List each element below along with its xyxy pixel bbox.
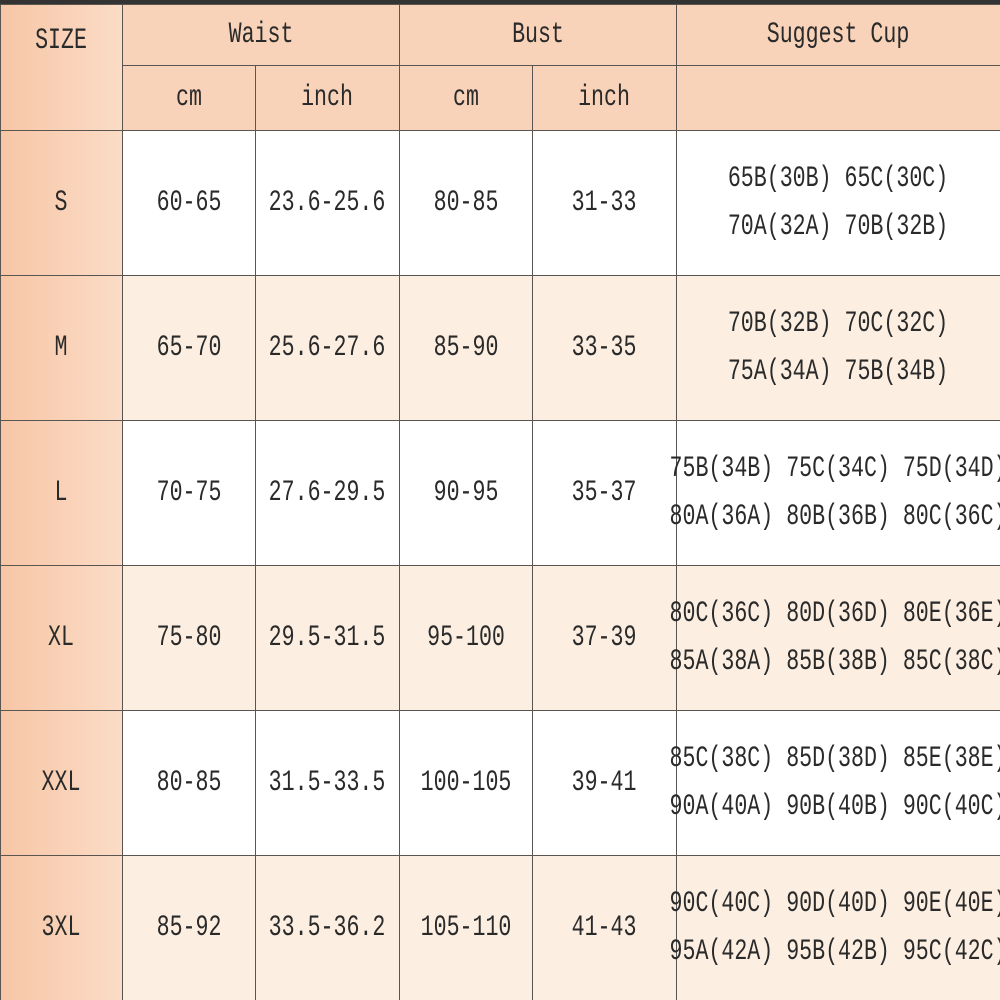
size-cell: L: [0, 420, 123, 566]
cell-text: 41-43: [572, 911, 637, 945]
cell-text: inch: [578, 81, 631, 115]
cell-text: XXL: [42, 766, 81, 800]
cell-text: 70B(32B) 70C(32C): [728, 307, 949, 341]
cell-text: inch: [301, 81, 354, 115]
cell-text: 31-33: [572, 186, 637, 220]
cell-text: Bust: [512, 18, 564, 52]
bust-inch: 35-37: [532, 420, 677, 566]
cup-cell: 80C(36C) 80D(36D) 80E(36E) 85A(38A) 85B(3…: [670, 565, 1000, 711]
waist-cm: 60-65: [122, 130, 256, 276]
cell-text: cm: [176, 81, 202, 115]
subheader: cm: [399, 65, 533, 131]
cell-text: 35-37: [572, 476, 637, 510]
waist-cm: 85-92: [122, 855, 256, 1000]
cell-text: 90A(40A) 90B(40B) 90C(40C): [669, 790, 1000, 824]
cup-cell: 90C(40C) 90D(40D) 90E(40E) 95A(42A) 95B(4…: [670, 855, 1000, 1000]
cell-text: 23.6-25.6: [269, 186, 386, 220]
cell-text: 80A(36A) 80B(36B) 80C(36C): [669, 500, 1000, 534]
cell-text: Suggest Cup: [767, 18, 910, 52]
cell-text: 39-41: [572, 766, 637, 800]
cell-text: 85-90: [433, 331, 499, 365]
bust-inch: 33-35: [532, 275, 677, 421]
cup-header: Suggest Cup: [676, 4, 1000, 66]
subheader-empty: [676, 65, 1000, 131]
size-header: SIZE: [0, 4, 123, 131]
cell-text: 85-92: [156, 911, 222, 945]
cell-text: 80C(36C) 80D(36D) 80E(36E): [669, 597, 1000, 631]
cell-text: 75A(34A) 75B(34B): [728, 355, 949, 389]
bust-inch: 37-39: [532, 565, 677, 711]
waist-header: Waist: [122, 4, 400, 66]
size-cell: XL: [0, 565, 123, 711]
size-cell: 3XL: [0, 855, 123, 1000]
bust-inch: 31-33: [532, 130, 677, 276]
waist-inch: 23.6-25.6: [255, 130, 400, 276]
cell-text: 80-85: [433, 186, 499, 220]
waist-cm: 70-75: [122, 420, 256, 566]
cell-text: L: [55, 476, 68, 510]
cup-cell: 85C(38C) 85D(38D) 85E(38E) 90A(40A) 90B(4…: [670, 710, 1000, 856]
cell-text: 85A(38A) 85B(38B) 85C(38C): [669, 645, 1000, 679]
cup-cell: 75B(34B) 75C(34C) 75D(34D) 80A(36A) 80B(3…: [670, 420, 1000, 566]
bust-cm: 100-105: [399, 710, 533, 856]
bust-header: Bust: [399, 4, 677, 66]
cell-text: cm: [453, 81, 479, 115]
bust-cm: 85-90: [399, 275, 533, 421]
cell-text: 29.5-31.5: [269, 621, 386, 655]
cell-text: 100-105: [420, 766, 512, 800]
cell-text: 85C(38C) 85D(38D) 85E(38E): [669, 742, 1000, 776]
cell-text: 75-80: [156, 621, 222, 655]
waist-inch: 31.5-33.5: [255, 710, 400, 856]
cell-text: 75B(34B) 75C(34C) 75D(34D): [669, 452, 1000, 486]
cell-text: XL: [48, 621, 75, 655]
cell-text: 25.6-27.6: [269, 331, 386, 365]
cell-text: 95A(42A) 95B(42B) 95C(42C): [669, 935, 1000, 969]
waist-cm: 65-70: [122, 275, 256, 421]
bust-inch: 41-43: [532, 855, 677, 1000]
waist-cm: 80-85: [122, 710, 256, 856]
cell-text: 105-110: [420, 911, 512, 945]
cell-text: 80-85: [156, 766, 222, 800]
cell-text: SIZE: [35, 24, 88, 58]
subheader: inch: [255, 65, 400, 131]
size-cell: S: [0, 130, 123, 276]
cell-text: S: [55, 186, 68, 220]
cup-cell: 70B(32B) 70C(32C) 75A(34A) 75B(34B): [676, 275, 1000, 421]
waist-inch: 25.6-27.6: [255, 275, 400, 421]
cell-text: 60-65: [156, 186, 222, 220]
cell-text: 90C(40C) 90D(40D) 90E(40E): [669, 887, 1000, 921]
cell-text: 70A(32A) 70B(32B): [728, 210, 949, 244]
bust-cm: 80-85: [399, 130, 533, 276]
cell-text: 70-75: [156, 476, 222, 510]
bust-cm: 95-100: [399, 565, 533, 711]
bust-inch: 39-41: [532, 710, 677, 856]
waist-inch: 29.5-31.5: [255, 565, 400, 711]
cell-text: 65-70: [156, 331, 222, 365]
cell-text: M: [55, 331, 68, 365]
cell-text: 31.5-33.5: [269, 766, 386, 800]
cell-text: 27.6-29.5: [269, 476, 386, 510]
cup-cell: 65B(30B) 65C(30C) 70A(32A) 70B(32B): [676, 130, 1000, 276]
cell-text: 90-95: [433, 476, 499, 510]
cell-text: Waist: [228, 18, 294, 52]
cell-text: 95-100: [427, 621, 505, 655]
size-cell: XXL: [0, 710, 123, 856]
cell-text: 33.5-36.2: [269, 911, 386, 945]
waist-inch: 27.6-29.5: [255, 420, 400, 566]
waist-inch: 33.5-36.2: [255, 855, 400, 1000]
bust-cm: 105-110: [399, 855, 533, 1000]
subheader: cm: [122, 65, 256, 131]
cell-text: 3XL: [42, 911, 81, 945]
waist-cm: 75-80: [122, 565, 256, 711]
cell-text: 37-39: [572, 621, 637, 655]
bust-cm: 90-95: [399, 420, 533, 566]
size-cell: M: [0, 275, 123, 421]
cell-text: 65B(30B) 65C(30C): [728, 162, 949, 196]
cell-text: 33-35: [572, 331, 637, 365]
subheader: inch: [532, 65, 677, 131]
